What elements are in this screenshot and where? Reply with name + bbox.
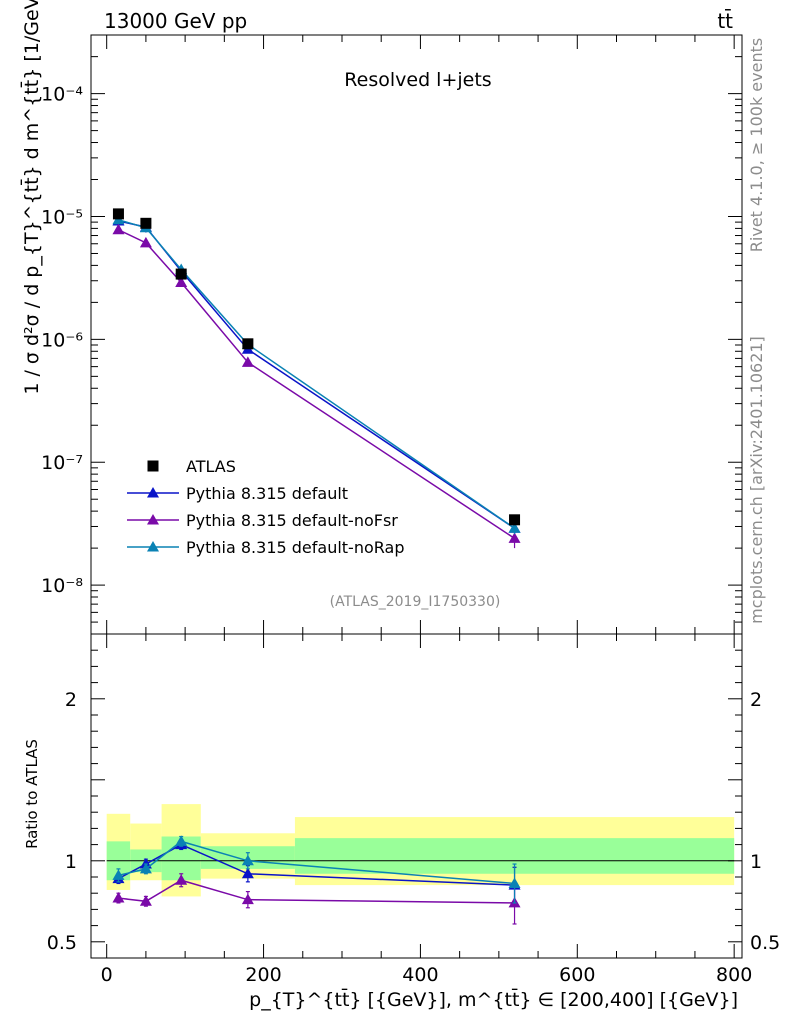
legend-label-2: Pythia 8.315 default-noRap — [186, 538, 404, 557]
chart-title: Resolved l+jets — [344, 69, 491, 91]
ratio-panel-frame — [90, 633, 743, 959]
data-point-atlas — [242, 338, 254, 350]
ratio-tick-label: 1 — [65, 851, 77, 873]
legend-label-atlas: ATLAS — [186, 457, 236, 476]
series-point-1 — [112, 223, 125, 235]
energy-label: 13000 GeV pp — [104, 9, 247, 33]
data-point-atlas — [112, 208, 124, 220]
ratio-point-0 — [241, 867, 254, 879]
ratio-tick-label: 2 — [65, 689, 77, 711]
series-line-0 — [118, 220, 515, 529]
ratio-point-2 — [112, 869, 125, 880]
series-point-1 — [508, 532, 521, 543]
data-point-atlas — [509, 514, 521, 526]
x-tick-label: 600 — [559, 964, 595, 986]
ratio-point-1 — [175, 874, 188, 885]
ratio-point-2 — [241, 854, 254, 866]
series-point-1 — [175, 276, 188, 288]
ratio-point-2 — [139, 862, 152, 874]
ratio-tick-label-right: 0.5 — [750, 932, 780, 954]
mcplots-label: mcplots.cern.ch [arXiv:2401.10621] — [747, 336, 766, 624]
legend-label-0: Pythia 8.315 default — [186, 484, 348, 503]
ratio-point-1 — [112, 892, 125, 903]
x-tick-label: 400 — [402, 964, 438, 986]
x-axis-label: p_{T}^{tt̄} [{GeV}], m^{tt̄} ∈ [200,400]… — [249, 987, 738, 1011]
analysis-id: (ATLAS_2019_I1750330) — [330, 594, 501, 610]
x-tick-label: 0 — [101, 964, 113, 986]
ratio-y-axis-label: Ratio to ATLAS — [23, 739, 41, 849]
main-y-axis-label: 1 / σ d²σ / d p_{T}^{tt̄} d m^{tt̄} [1/G… — [19, 0, 43, 395]
series-point-2 — [508, 522, 521, 533]
process-label: tt̄ — [717, 8, 733, 33]
legend-marker-2 — [147, 541, 159, 552]
ratio-point-1 — [241, 893, 254, 905]
ratio-point-1 — [139, 895, 152, 906]
main-panel: Resolved l+jets (ATLAS_2019_I1750330) AT… — [19, 0, 743, 635]
x-tick-label: 200 — [245, 964, 281, 986]
legend-marker-0 — [147, 487, 159, 498]
y-tick-label: 10⁻⁸ — [41, 575, 83, 597]
y-tick-label: 10⁻⁴ — [41, 84, 83, 106]
ratio-point-2 — [175, 835, 188, 846]
legend-marker-atlas — [147, 460, 159, 472]
ratio-tick-label-right: 1 — [750, 851, 762, 873]
ratio-point-2 — [508, 877, 521, 888]
ratio-panel: 0.5 0.5 1 1 2 2 Ratio to ATLAS — [23, 633, 780, 959]
series-point-1 — [241, 356, 254, 367]
y-tick-label: 10⁻⁵ — [41, 206, 83, 228]
series-point-1 — [139, 236, 152, 248]
x-axis: 0 200 400 600 800 — [101, 35, 752, 986]
data-point-atlas — [140, 217, 152, 229]
legend: ATLAS Pythia 8.315 default Pythia 8.315 de… — [127, 457, 404, 557]
y-tick-label: 10⁻⁷ — [41, 452, 83, 474]
ratio-tick-label: 0.5 — [47, 932, 77, 954]
data-point-atlas — [175, 268, 187, 280]
legend-label-1: Pythia 8.315 default-noFsr — [186, 511, 398, 530]
ratio-tick-label-right: 2 — [750, 689, 762, 711]
series-line-2 — [118, 219, 515, 529]
rivet-version-label: Rivet 4.1.0, ≥ 100k events — [747, 38, 766, 252]
y-tick-label: 10⁻⁶ — [41, 329, 83, 351]
x-tick-label: 800 — [716, 964, 752, 986]
legend-marker-1 — [147, 514, 159, 525]
